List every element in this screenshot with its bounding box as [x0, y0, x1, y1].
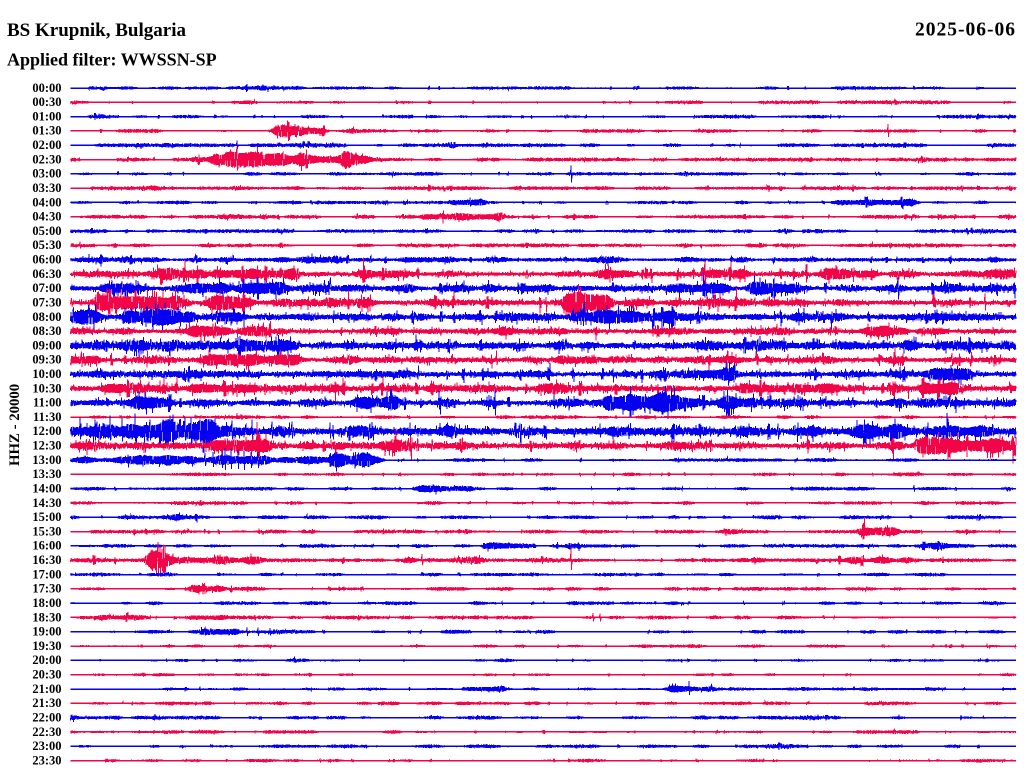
svg-text:20:00: 20:00 — [32, 653, 61, 667]
svg-text:07:30: 07:30 — [32, 295, 61, 309]
svg-text:06:30: 06:30 — [32, 267, 61, 281]
svg-text:11:30: 11:30 — [33, 410, 61, 424]
svg-text:10:30: 10:30 — [32, 381, 61, 395]
svg-text:09:30: 09:30 — [32, 353, 61, 367]
svg-text:19:00: 19:00 — [32, 625, 61, 639]
svg-text:10:00: 10:00 — [32, 367, 61, 381]
svg-text:13:30: 13:30 — [32, 467, 61, 481]
svg-text:08:30: 08:30 — [32, 324, 61, 338]
svg-text:20:30: 20:30 — [32, 668, 61, 682]
svg-text:08:00: 08:00 — [32, 310, 61, 324]
svg-text:03:00: 03:00 — [32, 167, 61, 181]
svg-text:03:30: 03:30 — [32, 181, 61, 195]
svg-text:01:00: 01:00 — [32, 109, 61, 123]
svg-text:19:30: 19:30 — [32, 639, 61, 653]
svg-text:02:30: 02:30 — [32, 152, 61, 166]
svg-text:18:30: 18:30 — [32, 610, 61, 624]
svg-text:12:00: 12:00 — [32, 424, 61, 438]
svg-text:06:00: 06:00 — [32, 253, 61, 267]
svg-text:01:30: 01:30 — [32, 124, 61, 138]
svg-text:15:30: 15:30 — [32, 524, 61, 538]
svg-text:22:00: 22:00 — [32, 710, 61, 724]
svg-text:00:00: 00:00 — [32, 81, 61, 95]
svg-text:16:30: 16:30 — [32, 553, 61, 567]
svg-text:02:00: 02:00 — [32, 138, 61, 152]
svg-text:09:00: 09:00 — [32, 338, 61, 352]
svg-text:13:00: 13:00 — [32, 453, 61, 467]
svg-text:05:30: 05:30 — [32, 238, 61, 252]
svg-text:11:00: 11:00 — [33, 396, 61, 410]
svg-text:15:00: 15:00 — [32, 510, 61, 524]
svg-text:Applied filter: WWSSN-SP: Applied filter: WWSSN-SP — [7, 50, 217, 70]
svg-text:16:00: 16:00 — [32, 539, 61, 553]
svg-text:21:00: 21:00 — [32, 682, 61, 696]
svg-text:12:30: 12:30 — [32, 439, 61, 453]
svg-text:22:30: 22:30 — [32, 725, 61, 739]
svg-text:21:30: 21:30 — [32, 696, 61, 710]
svg-text:BS Krupnik, Bulgaria: BS Krupnik, Bulgaria — [7, 20, 186, 41]
svg-text:00:30: 00:30 — [32, 95, 61, 109]
svg-text:18:00: 18:00 — [32, 596, 61, 610]
svg-text:HHZ - 20000: HHZ - 20000 — [7, 384, 23, 466]
svg-text:05:00: 05:00 — [32, 224, 61, 238]
svg-text:17:00: 17:00 — [32, 567, 61, 581]
svg-text:04:00: 04:00 — [32, 195, 61, 209]
svg-text:14:30: 14:30 — [32, 496, 61, 510]
svg-text:23:30: 23:30 — [32, 753, 61, 767]
svg-text:17:30: 17:30 — [32, 582, 61, 596]
svg-text:14:00: 14:00 — [32, 482, 61, 496]
svg-text:2025-06-06: 2025-06-06 — [915, 20, 1016, 41]
svg-text:07:00: 07:00 — [32, 281, 61, 295]
svg-text:23:00: 23:00 — [32, 739, 61, 753]
svg-text:04:30: 04:30 — [32, 210, 61, 224]
